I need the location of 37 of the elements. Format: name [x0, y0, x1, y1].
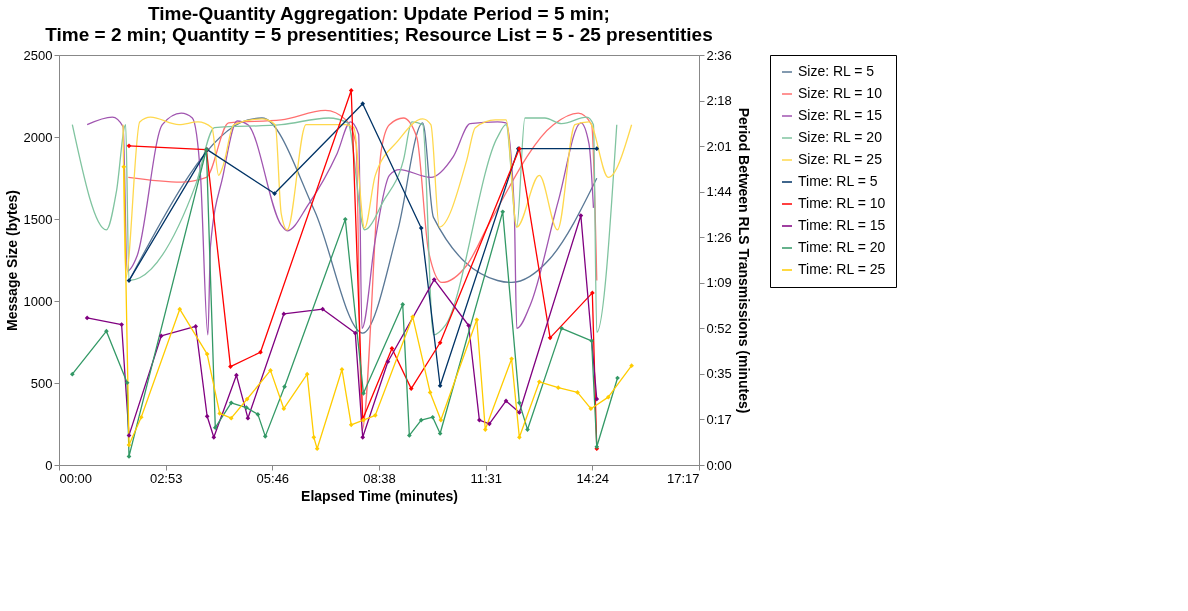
- x-tick-label: 05:46: [256, 470, 290, 486]
- y2-axis-title: Period Between RLS Transmissions (minutes): [735, 107, 752, 414]
- y2-tick-label: 0:17: [706, 411, 732, 427]
- x-tick-label: 17:17: [666, 470, 700, 486]
- legend-label: Time: RL = 20: [798, 239, 886, 255]
- y-tick-label: 500: [30, 375, 53, 391]
- y-axis-title: Message Size (bytes): [3, 190, 20, 331]
- y2-tick-label: 1:44: [706, 184, 732, 200]
- y2-tick-label: 0:35: [706, 366, 732, 382]
- x-tick-label: 00:00: [59, 470, 93, 486]
- legend-label: Size: RL = 15: [798, 107, 883, 123]
- x-tick-label: 11:31: [470, 470, 502, 486]
- y2-tick-label: 2:36: [706, 47, 732, 63]
- chart-title: Time-Quantity Aggregation: Update Period = 5 min; Time = 2 min; Quantity = 5 presentities; Resource List = 5 - 25 presentities: [45, 3, 713, 45]
- x-tick-label: 14:24: [576, 470, 610, 486]
- legend-label: Time: RL = 5: [798, 173, 878, 189]
- y2-tick-label: 1:26: [706, 229, 732, 245]
- legend-label: Time: RL = 15: [798, 217, 886, 233]
- legend-label: Size: RL = 5: [798, 63, 875, 79]
- y2-tick-label: 2:01: [706, 138, 732, 154]
- legend-label: Size: RL = 25: [798, 151, 883, 167]
- y-tick-label: 0: [45, 457, 53, 473]
- y-tick-label: 1000: [23, 293, 53, 309]
- y-tick-label: 1500: [23, 211, 53, 227]
- y-tick-label: 2000: [23, 129, 53, 145]
- y2-tick-label: 2:18: [706, 93, 732, 109]
- legend-label: Size: RL = 20: [798, 129, 883, 145]
- x-tick-label: 02:53: [149, 470, 183, 486]
- x-axis-title: Elapsed Time (minutes): [301, 487, 458, 504]
- legend-label: Time: RL = 25: [798, 261, 886, 277]
- x-tick-label: 08:38: [363, 470, 396, 486]
- y2-tick-label: 0:00: [706, 457, 732, 473]
- y2-tick-label: 0:52: [706, 320, 732, 336]
- y2-tick-label: 1:09: [706, 275, 732, 291]
- y-tick-label: 2500: [23, 47, 53, 63]
- legend-label: Time: RL = 10: [798, 195, 886, 211]
- legend-label: Size: RL = 10: [798, 85, 883, 101]
